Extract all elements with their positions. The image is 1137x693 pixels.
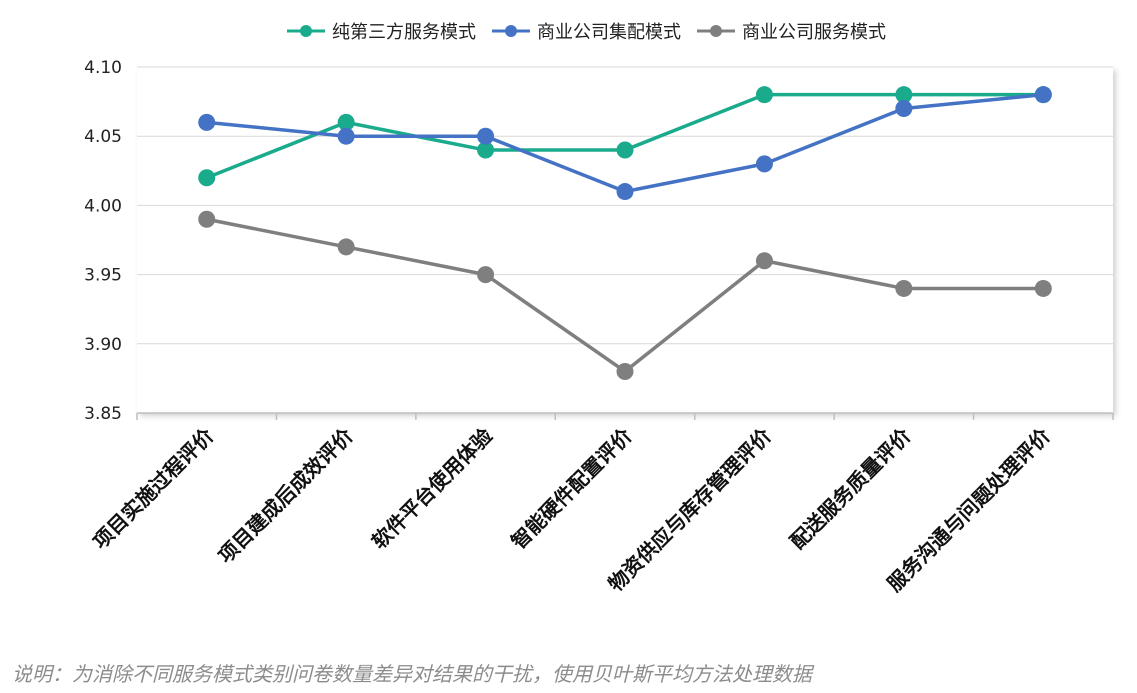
y-tick-label: 3.95 [84,266,122,286]
legend-marker [710,25,722,37]
x-tick-label: 项目建成后成效评价 [213,423,358,568]
data-point [616,183,634,201]
legend-label: 商业公司服务模式 [742,22,886,43]
data-point [198,169,216,187]
data-point [337,127,355,145]
data-point [1034,86,1052,104]
legend-marker [300,25,312,37]
legend-label: 纯第三方服务模式 [332,22,476,43]
legend-item-1: 纯第三方服务模式 [287,22,476,43]
data-point [616,362,634,380]
data-point [477,266,495,284]
legend-item-2: 商业公司集配模式 [492,22,681,43]
x-tick-label: 配送服务质量评价 [785,423,916,554]
data-point [477,141,495,159]
data-point [755,252,773,270]
legend: 纯第三方服务模式 商业公司集配模式 商业公司服务模式 [287,22,886,43]
data-point [755,86,773,104]
legend-marker [505,25,517,37]
x-tick-label: 智能硬件配置评价 [506,423,637,554]
x-tick-label: 软件平台使用体验 [367,424,497,554]
x-tick-label: 服务沟通与问题处理评价 [882,423,1055,596]
data-point [616,141,634,159]
y-tick-label: 4.10 [84,58,122,78]
data-point [477,127,495,145]
data-point [895,100,913,118]
line-chart: 3.85 3.90 3.95 4.00 4.05 4.10 项目实施过程评价项目建成后成效评… [84,22,1114,596]
plot-area-background [137,67,1113,413]
y-tick-label: 4.05 [84,127,122,147]
data-point [337,113,355,131]
y-tick-label: 3.90 [84,335,122,355]
y-tick-label: 4.00 [84,196,122,216]
series-2 [198,86,1052,201]
data-point [198,210,216,228]
series-layer [198,86,1052,380]
x-tick-label: 项目实施过程评价 [88,423,219,554]
data-point [1034,279,1052,297]
x-tick-label: 物资供应与库存管理评价 [603,423,776,596]
data-point [895,279,913,297]
data-point [895,86,913,104]
data-point [198,113,216,131]
gridlines [137,66,1113,345]
y-tick-label: 3.85 [84,404,122,424]
footnote: 说明：为消除不同服务模式类别问卷数量差异对结果的干扰，使用贝叶斯平均方法处理数据 [12,662,812,686]
data-point [755,155,773,173]
legend-item-3: 商业公司服务模式 [697,22,886,43]
legend-label: 商业公司集配模式 [537,22,681,43]
data-point [337,238,355,256]
series-3 [198,210,1052,380]
